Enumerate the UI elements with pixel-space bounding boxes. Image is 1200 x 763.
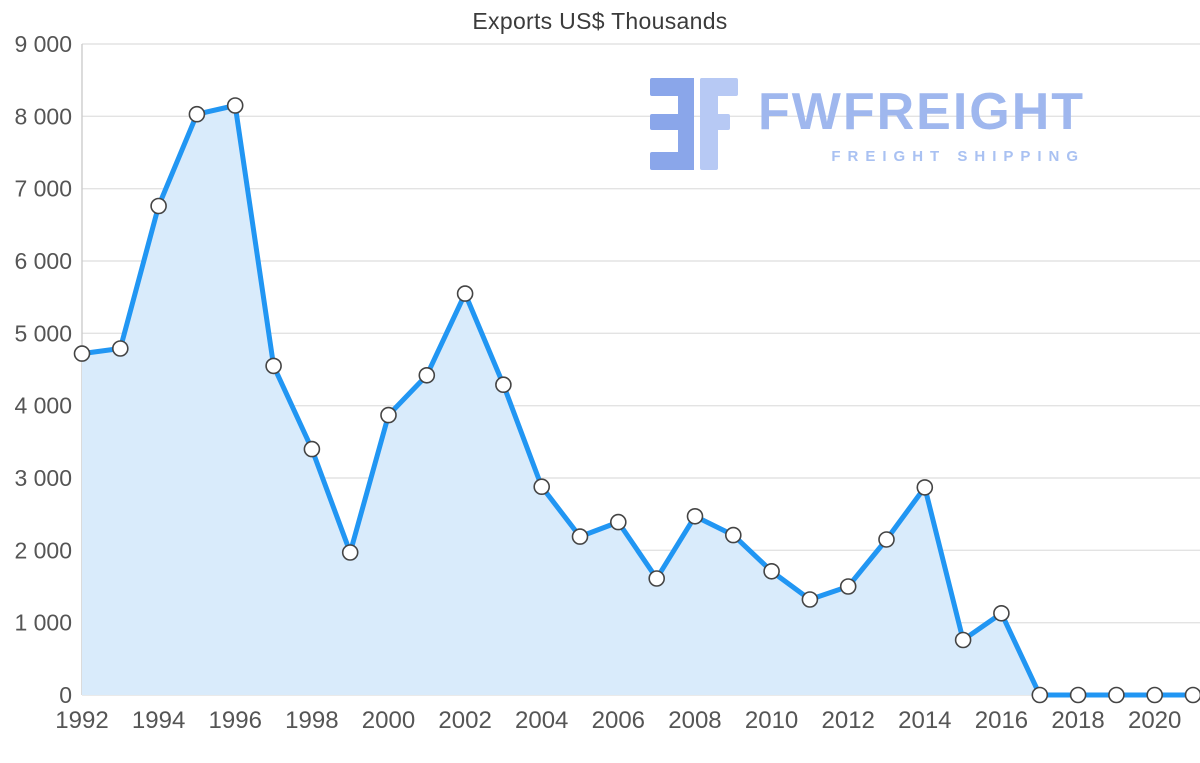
y-tick-label: 4 000	[14, 393, 72, 419]
x-tick-label: 1996	[209, 707, 262, 734]
x-tick-label: 1992	[55, 707, 108, 734]
x-tick-label: 1998	[285, 707, 338, 734]
data-point-marker	[188, 105, 206, 123]
x-tick-label: 2002	[438, 707, 491, 734]
x-tick-label: 2014	[898, 707, 951, 734]
data-point-marker	[1108, 686, 1125, 704]
y-tick-label: 9 000	[14, 31, 72, 57]
data-point-marker	[1184, 686, 1200, 704]
x-tick-label: 2006	[592, 707, 645, 734]
data-point-marker	[341, 544, 359, 561]
data-point-marker	[112, 340, 129, 357]
data-point-marker	[609, 513, 627, 531]
data-point-marker	[380, 406, 397, 424]
data-point-marker	[571, 528, 589, 545]
x-tick-label: 2016	[975, 707, 1028, 734]
y-tick-label: 5 000	[14, 320, 72, 346]
y-tick-label: 3 000	[14, 465, 72, 491]
data-point-marker	[916, 479, 934, 496]
data-point-marker	[226, 97, 244, 114]
y-tick-label: 6 000	[14, 248, 72, 274]
y-tick-label: 2 000	[14, 537, 72, 563]
x-tick-label: 2000	[362, 707, 415, 734]
x-tick-label: 2020	[1128, 707, 1181, 734]
data-point-marker	[878, 531, 895, 548]
data-point-marker	[954, 631, 972, 649]
line-layer	[79, 103, 1196, 698]
y-tick-label: 0	[59, 682, 72, 708]
data-point-marker	[724, 526, 742, 544]
data-point-marker	[801, 591, 819, 608]
area-fill	[82, 105, 1193, 695]
axis-label-layer: 0 1 000 2 000 3 000 4 000 5 000 6 000 7 000 8 00…	[14, 31, 1181, 734]
area-layer	[82, 105, 1193, 695]
data-point-marker	[533, 478, 551, 496]
data-point-marker	[303, 440, 321, 458]
data-line	[79, 103, 1196, 698]
y-tick-label: 7 000	[14, 176, 72, 202]
data-point-marker	[839, 578, 857, 595]
x-tick-label: 2018	[1051, 707, 1104, 734]
data-point-marker	[265, 357, 282, 375]
data-point-marker	[648, 570, 666, 587]
x-tick-label: 2004	[515, 707, 568, 734]
y-tick-label: 1 000	[14, 610, 72, 636]
data-point-marker	[150, 197, 167, 215]
data-point-marker	[495, 376, 512, 394]
y-tick-label: 8 000	[14, 103, 72, 129]
x-tick-label: 1994	[132, 707, 185, 734]
data-point-marker	[456, 285, 474, 302]
data-point-marker	[418, 366, 436, 384]
marker-layer	[73, 97, 1200, 704]
x-tick-label: 2010	[745, 707, 798, 734]
data-point-marker	[73, 345, 91, 362]
x-tick-label: 2012	[822, 707, 875, 734]
chart-title: Exports US$ Thousands	[472, 8, 728, 34]
data-point-marker	[763, 562, 780, 580]
data-point-marker	[1146, 686, 1163, 704]
data-point-marker	[686, 507, 704, 525]
x-tick-label: 2008	[668, 707, 721, 734]
data-point-marker	[1069, 686, 1087, 704]
data-point-marker	[993, 604, 1010, 622]
data-point-marker	[1031, 686, 1049, 704]
